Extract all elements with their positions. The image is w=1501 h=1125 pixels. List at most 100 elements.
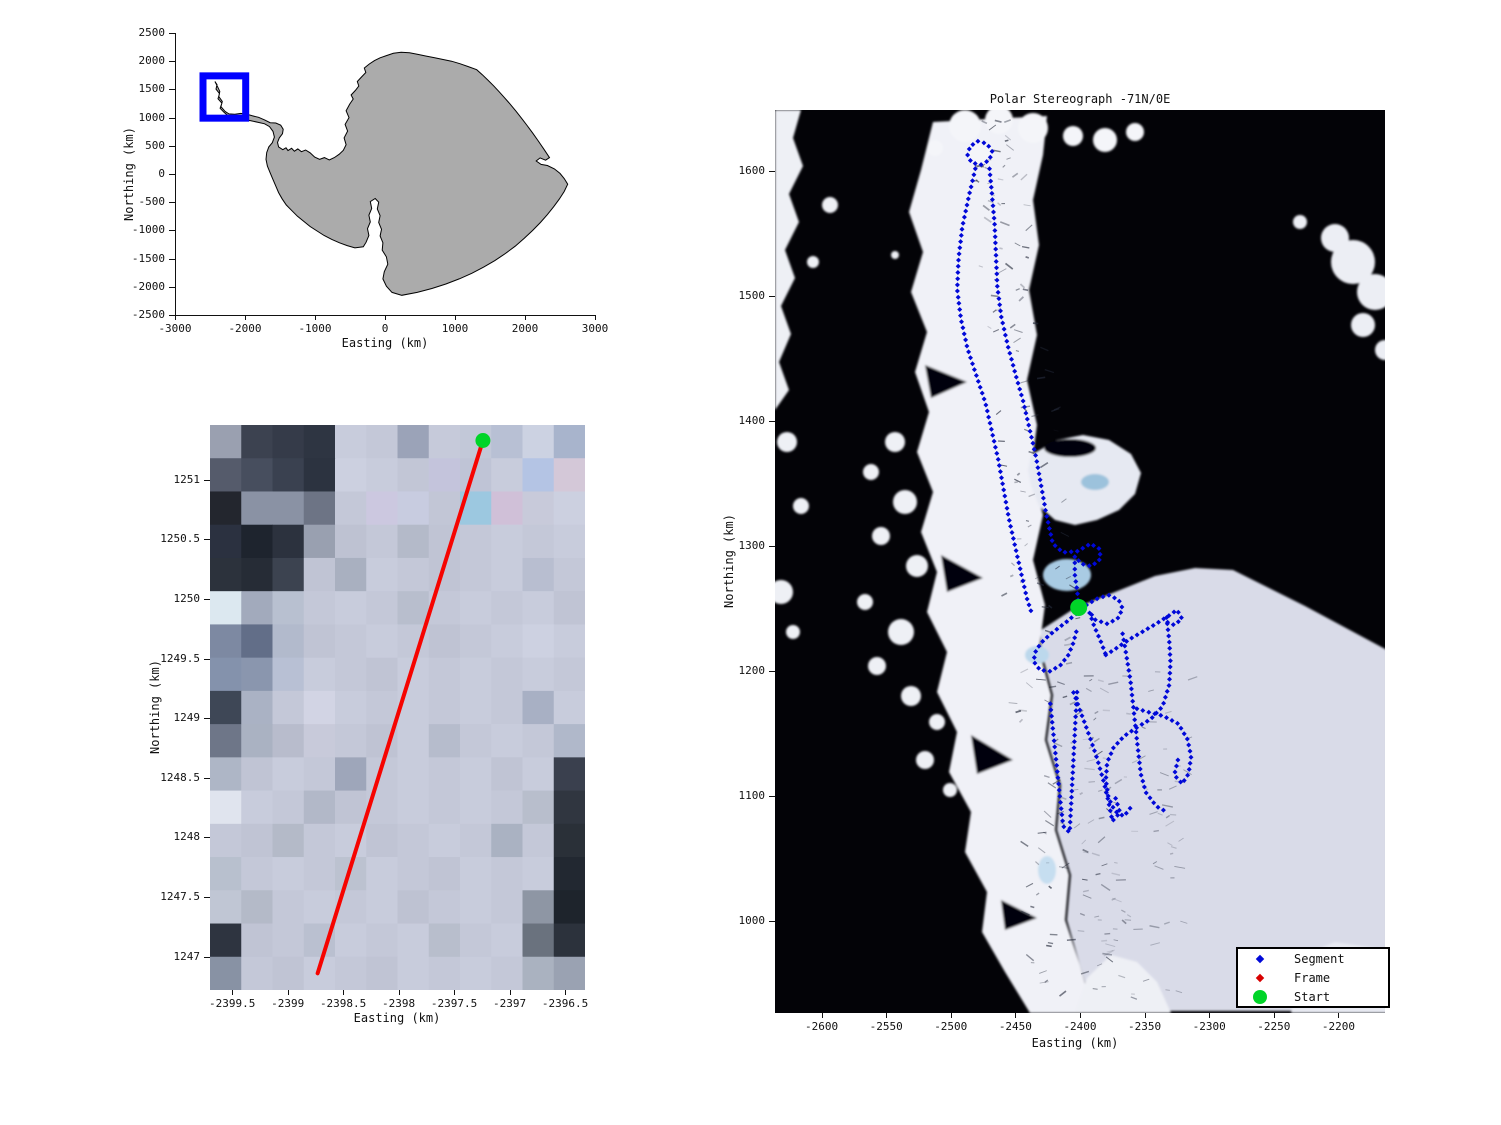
legend-label: Segment bbox=[1294, 951, 1345, 966]
y-tick-label: 1247 bbox=[173, 949, 201, 963]
x-tick-label: -2350 bbox=[1128, 1020, 1162, 1033]
y-tick-mark bbox=[169, 174, 175, 175]
x-tick-mark bbox=[455, 315, 456, 320]
y-tick-mark bbox=[769, 171, 775, 173]
pixel-zoom-image bbox=[210, 425, 585, 990]
x-tick-mark bbox=[950, 1013, 952, 1018]
y-tick-mark bbox=[204, 956, 210, 958]
y-tick-mark bbox=[169, 315, 175, 316]
x-tick-label: -2600 bbox=[804, 1020, 839, 1033]
y-tick-label: -1000 bbox=[131, 223, 165, 237]
x-tick-mark bbox=[1209, 1013, 1211, 1018]
x-tick-label: -2000 bbox=[228, 322, 262, 335]
y-tick-label: 1249 bbox=[173, 711, 201, 725]
main-map-title: Polar Stereograph -71N/0E bbox=[989, 92, 1171, 106]
main-map-xlabel: Easting (km) bbox=[1031, 1036, 1119, 1050]
y-tick-mark bbox=[169, 61, 175, 63]
x-tick-label: -3000 bbox=[158, 322, 192, 335]
y-tick-mark bbox=[769, 421, 775, 423]
overview-xlabel: Easting (km) bbox=[341, 336, 429, 350]
x-tick-label: -2397.5 bbox=[430, 997, 478, 1010]
y-tick-label: -2500 bbox=[131, 308, 165, 321]
x-tick-label: -2250 bbox=[1257, 1020, 1291, 1033]
y-tick-mark bbox=[169, 33, 175, 34]
frame-diamond-icon bbox=[1255, 973, 1265, 982]
y-tick-label: 1400 bbox=[738, 414, 766, 428]
x-tick-mark bbox=[565, 990, 567, 995]
y-tick-label: 1200 bbox=[738, 664, 766, 678]
x-tick-mark bbox=[509, 990, 511, 995]
x-tick-mark bbox=[315, 315, 316, 320]
y-tick-mark bbox=[204, 658, 210, 660]
zoom-xlabel: Easting (km) bbox=[353, 1011, 441, 1025]
main-map-ylabel: Northing (km) bbox=[722, 514, 736, 608]
overview-y-axis bbox=[175, 33, 176, 316]
y-tick-label: 1000 bbox=[138, 110, 166, 124]
y-tick-label: 1247.5 bbox=[160, 890, 200, 904]
y-tick-label: 0 bbox=[158, 167, 165, 180]
y-tick-label: 1251 bbox=[173, 472, 201, 486]
x-tick-label: -2550 bbox=[869, 1020, 903, 1033]
y-tick-label: 1000 bbox=[738, 914, 766, 928]
x-tick-label: -2399.5 bbox=[209, 997, 256, 1010]
x-tick-mark bbox=[343, 990, 345, 995]
y-tick-mark bbox=[769, 546, 775, 548]
y-tick-label: 1249.5 bbox=[160, 651, 200, 665]
x-tick-label: -2398 bbox=[382, 997, 416, 1010]
y-tick-mark bbox=[169, 286, 175, 288]
y-tick-mark bbox=[769, 796, 775, 798]
legend: Segment Frame Start bbox=[1236, 947, 1390, 1008]
x-tick-mark bbox=[525, 315, 526, 320]
antarctica-map bbox=[199, 51, 569, 296]
y-tick-label: 500 bbox=[145, 138, 165, 152]
y-tick-label: -2000 bbox=[131, 279, 165, 293]
x-tick-label: -2500 bbox=[934, 1020, 968, 1033]
y-tick-mark bbox=[169, 117, 175, 119]
x-tick-mark bbox=[821, 1013, 823, 1018]
x-tick-label: 3000 bbox=[581, 322, 609, 335]
legend-item-segment: Segment bbox=[1238, 949, 1388, 968]
x-tick-mark bbox=[1015, 1013, 1017, 1018]
x-tick-label: -1000 bbox=[298, 322, 332, 335]
x-tick-label: 2000 bbox=[511, 322, 539, 335]
y-tick-label: 1500 bbox=[738, 289, 766, 303]
x-tick-mark bbox=[1273, 1013, 1275, 1018]
x-tick-mark bbox=[595, 315, 596, 320]
y-tick-label: -1500 bbox=[131, 251, 165, 265]
x-tick-label: -2450 bbox=[998, 1020, 1032, 1033]
legend-label: Start bbox=[1294, 989, 1331, 1004]
x-tick-label: 0 bbox=[381, 322, 389, 335]
x-tick-mark bbox=[1080, 1013, 1081, 1018]
y-tick-mark bbox=[204, 777, 210, 779]
peninsula-satellite-map bbox=[775, 110, 1385, 1013]
y-tick-label: 1250.5 bbox=[160, 532, 200, 546]
y-tick-label: 1100 bbox=[738, 789, 766, 803]
x-tick-label: -2397 bbox=[492, 997, 527, 1010]
y-tick-mark bbox=[769, 296, 775, 298]
y-tick-mark bbox=[169, 202, 175, 204]
y-tick-mark bbox=[769, 921, 775, 923]
y-tick-label: 1248.5 bbox=[160, 770, 200, 784]
x-tick-label: -2398.5 bbox=[319, 997, 367, 1010]
legend-item-frame: Frame bbox=[1238, 968, 1388, 987]
x-tick-label: -2200 bbox=[1321, 1020, 1356, 1033]
x-tick-mark bbox=[886, 1013, 888, 1018]
y-tick-mark bbox=[169, 89, 175, 91]
x-tick-mark bbox=[245, 315, 246, 320]
x-tick-label: -2300 bbox=[1192, 1020, 1226, 1033]
y-tick-label: 2000 bbox=[138, 54, 166, 68]
y-tick-label: 1500 bbox=[138, 82, 166, 96]
y-tick-label: 1600 bbox=[738, 164, 766, 178]
y-tick-mark bbox=[204, 718, 210, 720]
y-tick-label: 1248 bbox=[173, 830, 201, 844]
y-tick-mark bbox=[204, 539, 210, 541]
x-tick-mark bbox=[232, 990, 234, 995]
x-tick-label: -2399 bbox=[271, 997, 305, 1010]
legend-label: Frame bbox=[1294, 970, 1331, 985]
legend-item-start: Start bbox=[1238, 987, 1388, 1006]
y-tick-mark bbox=[169, 258, 175, 260]
y-tick-mark bbox=[169, 230, 175, 232]
x-tick-mark bbox=[287, 990, 289, 995]
start-dot-icon bbox=[1253, 989, 1267, 1004]
